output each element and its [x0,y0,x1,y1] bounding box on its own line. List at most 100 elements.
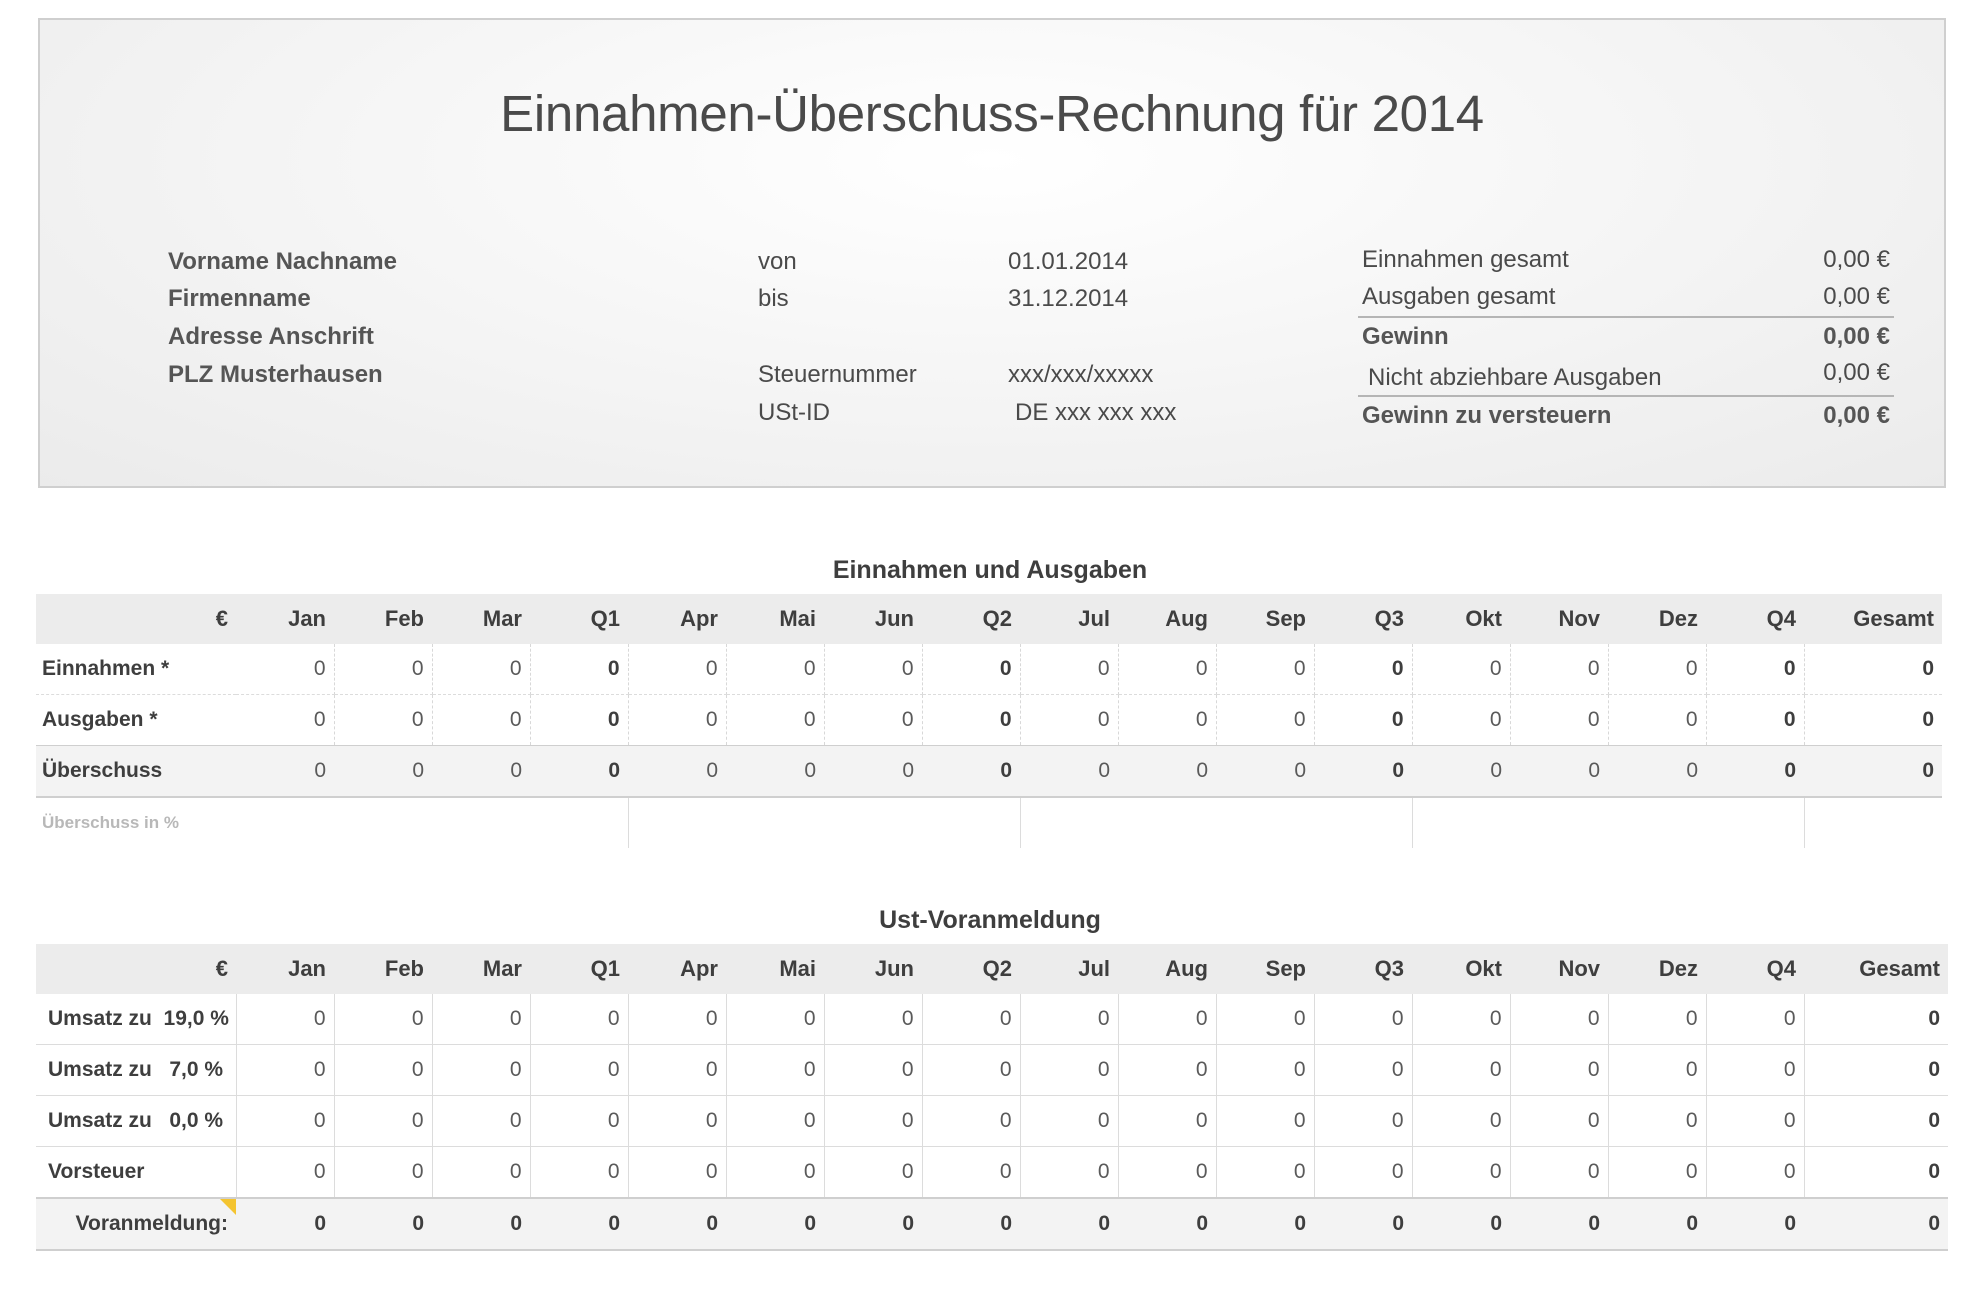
table-cell[interactable]: 0 [1608,1095,1707,1147]
ausgaben-gesamt-value: 0,00 € [1823,283,1890,310]
table-cell[interactable]: 0 [922,1095,1021,1147]
table-cell[interactable]: 0 [334,644,433,695]
table-cell[interactable]: 0 [1706,1044,1805,1096]
table-cell[interactable]: 0 [1510,694,1609,746]
table-cell[interactable]: 0 [1020,694,1119,746]
table-cell[interactable]: 0 [628,644,727,695]
address-name[interactable]: Vorname Nachname [168,248,397,275]
table-cell[interactable]: 0 [726,644,825,695]
period-to-value[interactable]: 31.12.2014 [1008,285,1129,312]
table-cell[interactable]: 0 [432,644,531,695]
table-cell[interactable]: 0 [726,1146,825,1199]
table-cell[interactable]: 0 [236,1095,335,1147]
table-cell[interactable]: 0 [726,694,825,746]
table-cell[interactable]: 0 [1706,994,1805,1045]
table-cell[interactable]: 0 [236,1146,335,1199]
table-cell[interactable]: 0 [1706,1146,1805,1199]
table-cell[interactable]: 0 [334,994,433,1045]
table-cell[interactable]: 0 [432,1095,531,1147]
table-cell[interactable]: 0 [1216,1095,1315,1147]
table-cell[interactable]: 0 [236,994,335,1045]
table-cell[interactable]: 0 [1608,994,1707,1045]
table-cell[interactable]: 0 [628,1146,727,1199]
table-cell[interactable]: 0 [1216,994,1315,1045]
table-cell[interactable]: 0 [726,1095,825,1147]
address-street[interactable]: Adresse Anschrift [168,323,374,350]
table-cell[interactable]: 0 [726,1044,825,1096]
table-cell[interactable]: 0 [1608,694,1707,746]
table-cell[interactable]: 0 [1412,1146,1511,1199]
table-cell[interactable]: 0 [824,1146,923,1199]
address-city[interactable]: PLZ Musterhausen [168,361,383,388]
table-cell[interactable]: 0 [824,694,923,746]
table-cell[interactable]: 0 [1510,994,1609,1045]
table-cell[interactable]: 0 [334,1044,433,1096]
table-cell[interactable]: 0 [1020,994,1119,1045]
table-cell[interactable]: 0 [1020,1146,1119,1199]
table-cell[interactable]: 0 [824,994,923,1045]
table-cell[interactable]: 0 [1510,1095,1609,1147]
table-cell[interactable]: 0 [1118,1044,1217,1096]
table-cell[interactable]: 0 [1118,694,1217,746]
table-cell[interactable]: 0 [1510,1146,1609,1199]
table-cell[interactable]: 0 [1608,1146,1707,1199]
table-cell[interactable]: 0 [1608,644,1707,695]
column-header: Q4 [1706,944,1804,994]
table-cell[interactable]: 0 [1216,644,1315,695]
table-cell[interactable]: 0 [824,1044,923,1096]
table-cell[interactable]: 0 [1118,644,1217,695]
comment-marker-icon[interactable] [220,1199,236,1215]
table-cell[interactable]: 0 [1216,1044,1315,1096]
table-cell[interactable]: 0 [628,1095,727,1147]
table-cell[interactable]: 0 [1020,1044,1119,1096]
table-cell[interactable]: 0 [922,1146,1021,1199]
table-cell[interactable]: 0 [432,994,531,1045]
table-cell[interactable]: 0 [432,694,531,746]
table-cell[interactable]: 0 [1608,1044,1707,1096]
table-cell[interactable]: 0 [432,1146,531,1199]
table-cell[interactable]: 0 [1412,644,1511,695]
table-cell[interactable]: 0 [1020,1095,1119,1147]
table-cell[interactable]: 0 [1216,1146,1315,1199]
table-cell[interactable]: 0 [1020,644,1119,695]
table-cell[interactable]: 0 [1314,1095,1413,1147]
table-cell[interactable]: 0 [236,694,335,746]
address-company[interactable]: Firmenname [168,285,311,312]
table-cell[interactable]: 0 [1314,1146,1413,1199]
table-cell[interactable]: 0 [1412,1044,1511,1096]
table-cell[interactable]: 0 [922,994,1021,1045]
table-cell[interactable]: 0 [628,694,727,746]
table-cell[interactable]: 0 [530,1146,629,1199]
table-cell[interactable]: 0 [628,1044,727,1096]
steuernummer-value[interactable]: xxx/xxx/xxxxx [1008,361,1154,388]
table-cell[interactable]: 0 [726,994,825,1045]
table-cell[interactable]: 0 [1412,694,1511,746]
table-cell[interactable]: 0 [1510,644,1609,695]
table-cell[interactable]: 0 [824,1095,923,1147]
table-cell[interactable]: 0 [530,994,629,1045]
table-cell[interactable]: 0 [530,1095,629,1147]
table-cell[interactable]: 0 [1118,1095,1217,1147]
table-cell[interactable]: 0 [236,644,335,695]
table-cell[interactable]: 0 [1412,1095,1511,1147]
table-cell[interactable]: 0 [1510,1044,1609,1096]
table-cell[interactable]: 0 [236,1044,335,1096]
table-cell[interactable]: 0 [922,1044,1021,1096]
table-cell[interactable]: 0 [824,644,923,695]
table-cell[interactable]: 0 [1706,1095,1805,1147]
nicht-abziehbar-value[interactable]: 0,00 € [1823,359,1890,386]
table-cell[interactable]: 0 [530,1044,629,1096]
table-cell[interactable]: 0 [334,694,433,746]
table-cell[interactable]: 0 [628,994,727,1045]
table-cell[interactable]: 0 [1118,994,1217,1045]
period-from-value[interactable]: 01.01.2014 [1008,248,1129,275]
table-cell[interactable]: 0 [1314,994,1413,1045]
table-cell[interactable]: 0 [1118,1146,1217,1199]
table-cell[interactable]: 0 [1216,694,1315,746]
table-cell[interactable]: 0 [432,1044,531,1096]
table-cell[interactable]: 0 [1314,1044,1413,1096]
ustid-value[interactable]: DE xxx xxx xxx [1015,399,1177,426]
table-cell[interactable]: 0 [334,1095,433,1147]
table-cell[interactable]: 0 [1412,994,1511,1045]
table-cell[interactable]: 0 [334,1146,433,1199]
